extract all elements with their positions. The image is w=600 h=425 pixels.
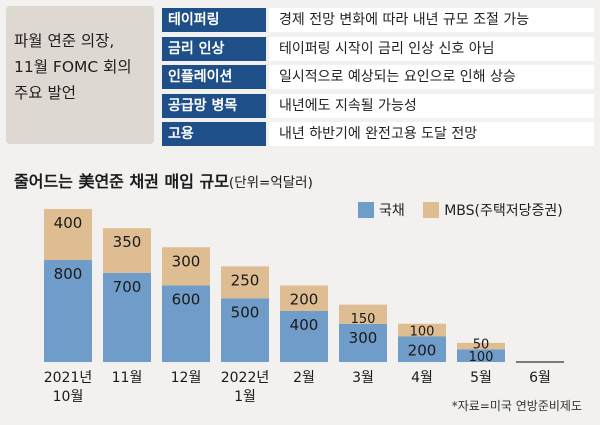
legend-item-treasury: 국채 — [358, 200, 405, 220]
remark-row: 인플레이션 일시적으로 예상되는 요인으로 인해 상승 — [162, 65, 594, 89]
chart-legend: 국채 MBS(주택저당증권) — [358, 200, 577, 220]
bar-treasury — [44, 260, 92, 362]
bar-treasury — [398, 336, 446, 362]
remark-text: 일시적으로 예상되는 요인으로 인해 상승 — [269, 65, 594, 89]
remark-row: 공급망 병목 내년에도 지속될 가능성 — [162, 93, 594, 118]
data-label-mbs: 250 — [231, 271, 260, 289]
bar-treasury — [162, 285, 210, 362]
legend-label-treasury: 국채 — [379, 203, 405, 219]
remark-topic: 공급망 병목 — [162, 93, 266, 118]
bar-treasury — [103, 272, 151, 362]
bar-treasury — [221, 298, 269, 362]
remark-topic: 테이퍼링 — [162, 8, 266, 32]
data-label-treasury: 700 — [113, 278, 142, 296]
x-tick-label: 10월 — [53, 389, 84, 405]
remark-text: 테이퍼링 시작이 금리 인상 신호 아님 — [269, 36, 594, 61]
chart-title-text: 줄어드는 美연준 채권 매입 규모 — [14, 172, 229, 191]
bar-mbs — [103, 228, 151, 273]
data-label-treasury: 800 — [54, 265, 83, 283]
legend-swatch-mbs — [423, 202, 440, 218]
remark-row: 고용 내년 하반기에 완전고용 도달 전망 — [162, 122, 594, 146]
bar-treasury — [339, 323, 387, 362]
x-tick-label: 4월 — [411, 370, 433, 386]
data-label-mbs: 100 — [410, 325, 435, 340]
x-tick-label: 3월 — [352, 370, 374, 386]
x-tick-label: 2022년 — [221, 370, 270, 386]
data-label-treasury: 500 — [231, 303, 260, 321]
bar-mbs — [221, 266, 269, 299]
remark-text: 경제 전망 변화에 따라 내년 규모 조절 가능 — [269, 8, 594, 32]
bar-treasury — [457, 349, 505, 362]
data-label-mbs: 300 — [172, 252, 201, 270]
remark-topic: 인플레이션 — [162, 65, 266, 89]
data-label-mbs: 400 — [54, 214, 83, 232]
source-note: *자료=미국 연방준비제도 — [451, 399, 582, 413]
bar-treasury — [280, 311, 328, 362]
legend-swatch-treasury — [358, 202, 374, 218]
data-label-treasury: 100 — [469, 350, 494, 365]
remark-text: 내년에도 지속될 가능성 — [269, 93, 594, 118]
bar-mbs — [280, 285, 328, 311]
chart-unit: (단위=억달러) — [228, 175, 313, 191]
data-label-treasury: 600 — [172, 291, 201, 309]
summary-box — [6, 6, 154, 144]
bar-mbs — [457, 342, 505, 350]
x-tick-label: 2월 — [293, 370, 315, 386]
bar-mbs — [44, 209, 92, 260]
x-tick-label: 5월 — [470, 370, 492, 386]
bar-mbs — [162, 247, 210, 286]
x-tick-label: 11월 — [112, 370, 143, 386]
x-tick-label: 1월 — [234, 389, 256, 405]
data-label-treasury: 400 — [290, 316, 319, 334]
bar-mbs — [398, 323, 446, 337]
chart-title: 줄어드는 美연준 채권 매입 규모(단위=억달러) — [14, 168, 313, 192]
data-label-mbs: 200 — [290, 291, 319, 309]
remarks-list: 테이퍼링 경제 전망 변화에 따라 내년 규모 조절 가능 금리 인상 테이퍼링… — [162, 8, 594, 151]
remark-row: 금리 인상 테이퍼링 시작이 금리 인상 신호 아님 — [162, 36, 594, 61]
data-label-mbs: 350 — [113, 233, 142, 251]
summary-text: 파월 연준 의장, 11월 FOMC 회의 주요 발언 — [14, 32, 132, 102]
remark-row: 테이퍼링 경제 전망 변화에 따라 내년 규모 조절 가능 — [162, 8, 594, 32]
x-tick-label: 2021년 — [44, 370, 93, 386]
legend-label-mbs: MBS(주택저당증권) — [444, 203, 563, 219]
remark-topic: 고용 — [162, 122, 266, 146]
legend-item-mbs: MBS(주택저당증권) — [423, 200, 563, 220]
data-label-mbs: 150 — [351, 312, 376, 327]
remark-text: 내년 하반기에 완전고용 도달 전망 — [269, 122, 594, 146]
data-label-treasury: 200 — [408, 342, 437, 360]
bar-mbs — [339, 304, 387, 324]
x-tick-label: 12월 — [171, 370, 202, 386]
x-tick-label: 6월 — [529, 370, 551, 386]
data-label-mbs: 50 — [473, 337, 490, 352]
remark-topic: 금리 인상 — [162, 36, 266, 61]
data-label-treasury: 300 — [349, 329, 378, 347]
